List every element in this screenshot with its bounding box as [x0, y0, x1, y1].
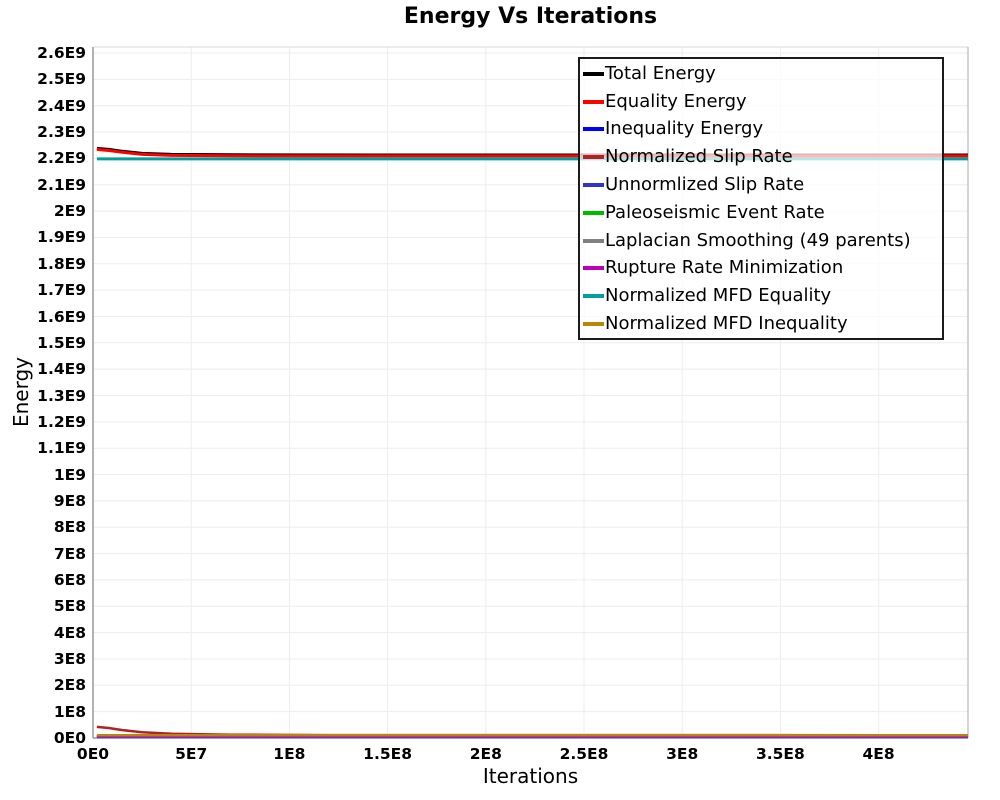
y-tick-label: 0E0 [53, 729, 86, 747]
legend-label: Total Energy [605, 62, 716, 84]
legend-item: Normalized MFD Equality [583, 282, 942, 310]
legend-item: Equality Energy [583, 88, 942, 116]
legend-item: Total Energy [583, 60, 942, 88]
chart-title: Energy Vs Iterations [403, 4, 658, 29]
y-tick-label: 2.4E9 [37, 96, 86, 115]
legend-swatch-icon [583, 322, 604, 327]
x-tick-label: 2.5E8 [559, 745, 609, 763]
legend-item: Inequality Energy [583, 116, 942, 144]
legend-label: Laplacian Smoothing (49 parents) [605, 229, 911, 251]
y-tick-label: 4E8 [53, 623, 86, 642]
legend-swatch-icon [583, 183, 604, 188]
legend-label: Normalized MFD Inequality [605, 313, 848, 335]
y-tick-label: 2E9 [53, 202, 86, 221]
y-tick-label: 1.1E9 [37, 439, 86, 458]
y-tick-label: 2.1E9 [37, 175, 86, 194]
y-tick-label: 8E8 [53, 518, 86, 537]
y-tick-label: 1.6E9 [37, 307, 86, 326]
x-tick-label: 3.5E8 [755, 745, 805, 763]
legend-label: Equality Energy [605, 90, 747, 112]
y-tick-label: 1.7E9 [37, 281, 86, 300]
series-line-equality-energy [96, 147, 968, 158]
y-tick-label: 1.5E9 [37, 333, 86, 352]
legend-swatch-icon [583, 210, 604, 215]
legend-swatch-icon [583, 99, 604, 104]
y-tick-label: 7E8 [53, 544, 86, 563]
y-tick-label: 2E8 [53, 676, 86, 695]
legend-label: Normalized Slip Rate [605, 146, 793, 168]
legend-item: Rupture Rate Minimization [583, 255, 942, 283]
y-tick-label: 1E8 [53, 702, 86, 721]
legend-swatch-icon [583, 155, 604, 160]
legend-item: Unnormlized Slip Rate [583, 171, 942, 199]
legend-item: Normalized MFD Inequality [583, 310, 942, 338]
y-tick-label: 2.2E9 [37, 149, 86, 168]
legend-swatch-icon [583, 71, 604, 76]
legend-swatch-icon [583, 127, 604, 132]
legend-label: Unnormlized Slip Rate [605, 174, 805, 196]
legend-swatch-icon [583, 238, 604, 243]
x-tick-label: 3E8 [666, 745, 699, 763]
y-tick-label: 9E8 [53, 491, 86, 510]
y-tick-label: 2.3E9 [37, 123, 86, 141]
y-tick-label: 1E9 [53, 465, 86, 484]
x-tick-label: 5E7 [175, 745, 208, 763]
legend-box: Total Energy Equality Energy Inequality En… [578, 57, 944, 340]
x-tick-label: 2E8 [469, 745, 502, 763]
y-tick-label: 1.8E9 [37, 254, 86, 273]
y-tick-label: 2.5E9 [37, 70, 86, 89]
legend-label: Paleoseismic Event Rate [605, 201, 825, 223]
legend-swatch-icon [583, 294, 604, 299]
y-tick-label: 6E8 [53, 570, 86, 589]
y-tick-label: 3E8 [53, 650, 86, 668]
legend-label: Normalized MFD Equality [605, 285, 832, 307]
legend-swatch-icon [583, 266, 604, 271]
legend-item: Laplacian Smoothing (49 parents) [583, 227, 942, 255]
y-tick-label: 1.9E9 [37, 228, 86, 247]
legend-item: Paleoseismic Event Rate [583, 199, 942, 227]
legend-label: Rupture Rate Minimization [605, 257, 844, 279]
legend-item: Normalized Slip Rate [583, 143, 942, 171]
x-axis-title: Iterations [482, 764, 579, 788]
x-tick-label: 1E8 [273, 745, 306, 763]
legend-label: Inequality Energy [605, 118, 764, 140]
y-tick-label: 2.6E9 [37, 44, 86, 62]
y-tick-label: 1.2E9 [37, 412, 86, 431]
x-tick-label: 4E8 [862, 745, 895, 763]
x-tick-label: 0E0 [76, 745, 110, 763]
y-axis-title: Energy [9, 356, 33, 428]
x-tick-label: 1.5E8 [363, 745, 413, 763]
y-tick-label: 1.4E9 [37, 360, 86, 379]
y-tick-label: 5E8 [53, 597, 86, 616]
y-tick-label: 1.3E9 [37, 386, 86, 405]
